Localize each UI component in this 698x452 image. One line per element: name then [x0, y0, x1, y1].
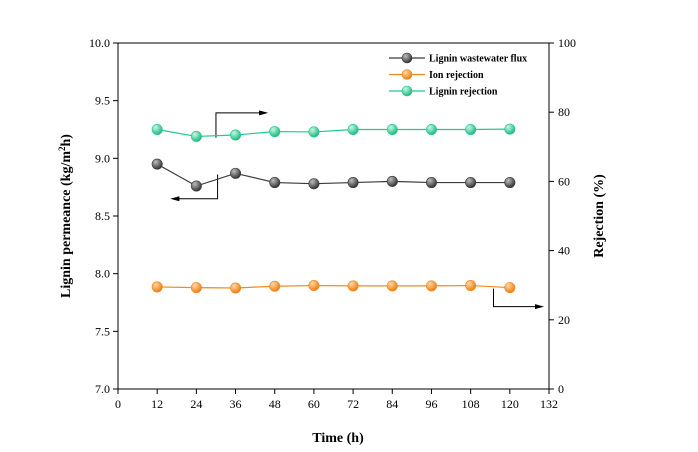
x-tick-label: 84	[386, 397, 398, 411]
data-point	[504, 177, 516, 189]
data-point	[386, 280, 398, 292]
y-right-tick-label: 0	[558, 382, 564, 396]
x-tick-label: 12	[151, 397, 163, 411]
data-point	[425, 280, 437, 292]
y-axis-left-title-sup: 2	[57, 146, 67, 151]
arrowhead-icon	[170, 196, 180, 202]
series-line	[156, 163, 510, 187]
series-lignin-rejection	[151, 123, 516, 142]
x-tick-label: 60	[308, 397, 320, 411]
data-point	[347, 124, 359, 136]
y-left-tick-label: 8.0	[95, 267, 110, 281]
series-layer	[151, 123, 516, 294]
arrow-lignin-rejection-right-axis	[215, 110, 269, 138]
x-tick-label: 96	[425, 397, 437, 411]
x-tick-label: 24	[190, 397, 202, 411]
x-tick-label: 72	[347, 397, 359, 411]
axis-indicator-arrows	[170, 110, 545, 310]
axes: 0 12 24 36 48 60 72 84 96 108 120 132 7.0 7.5 8.0 8.5 9.…	[89, 36, 576, 411]
legend-marker	[401, 69, 413, 80]
data-point	[465, 124, 477, 136]
y-left-tick-label: 9.0	[95, 151, 110, 165]
y-axis-left-title: Lignin permeance (kg/m2h)	[57, 134, 74, 298]
y-right-tick-label: 80	[558, 105, 570, 119]
data-point	[465, 280, 477, 292]
y-axis-left-title-end: h)	[59, 134, 74, 147]
legend-item-lignin-wastewater-flux: Lignin wastewater flux	[389, 52, 527, 65]
x-axis-title: Time (h)	[312, 431, 364, 446]
y-right-tick-label: 100	[558, 36, 576, 50]
legend-item-ion-rejection: Ion rejection	[389, 69, 484, 81]
y-left-tick-label: 8.5	[95, 209, 110, 223]
legend: Lignin wastewater flux Ion rejection Ligni…	[389, 52, 527, 98]
data-point	[386, 175, 398, 187]
legend-label: Lignin rejection	[429, 87, 498, 98]
y-left-tick-label: 9.5	[95, 94, 110, 108]
connector-line	[176, 174, 219, 200]
data-point	[151, 281, 163, 293]
legend-label: Ion rejection	[429, 70, 484, 81]
data-point	[308, 178, 320, 190]
x-tick-label: 36	[230, 397, 242, 411]
arrowhead-icon	[534, 304, 545, 310]
data-point	[269, 126, 281, 138]
arrow-flux-left-axis	[170, 174, 219, 202]
data-point	[308, 280, 320, 292]
y-right-tick-label: 20	[558, 313, 570, 327]
series-ion-rejection	[151, 280, 516, 294]
data-point	[504, 282, 516, 294]
data-point	[465, 177, 477, 189]
y-right-tick-label: 40	[558, 244, 570, 258]
data-point	[230, 129, 242, 141]
series-line	[157, 284, 510, 289]
x-tick-label: 120	[501, 397, 519, 411]
x-tick-label: 48	[269, 397, 281, 411]
data-point	[425, 177, 437, 189]
legend-item-lignin-rejection: Lignin rejection	[389, 85, 498, 98]
series-line	[157, 128, 510, 138]
series-lignin-wastewater-flux	[151, 158, 516, 192]
y-left-tick-label: 7.0	[95, 382, 110, 396]
data-point	[151, 158, 163, 170]
x-tick-label: 132	[540, 397, 558, 411]
data-point	[269, 280, 281, 292]
x-tick-label: 108	[462, 397, 480, 411]
connector-line	[215, 112, 262, 138]
y-left-tick-label: 10.0	[89, 36, 110, 50]
data-point	[190, 180, 202, 192]
data-point	[347, 177, 359, 189]
connector-line	[492, 288, 538, 308]
arrow-ion-rejection-right-axis	[492, 288, 545, 310]
data-point	[308, 126, 320, 138]
data-point	[386, 124, 398, 136]
data-point	[151, 124, 163, 136]
y-axis-left-title-base: Lignin permeance (kg/m	[59, 151, 74, 298]
y-left-tick-label: 7.5	[95, 324, 110, 338]
data-point	[347, 280, 359, 292]
x-tick-label: 0	[115, 397, 121, 411]
y-axis-right-title: Rejection (%)	[592, 174, 607, 258]
data-point	[190, 130, 202, 142]
data-point	[190, 282, 202, 294]
data-point	[269, 177, 281, 189]
data-point	[230, 167, 242, 179]
legend-marker	[401, 85, 413, 97]
data-point	[425, 124, 437, 136]
arrowhead-icon	[259, 110, 269, 116]
legend-marker	[401, 52, 413, 64]
data-point	[230, 282, 242, 294]
data-point	[504, 123, 516, 135]
legend-label: Lignin wastewater flux	[429, 54, 527, 65]
y-right-tick-label: 60	[558, 174, 570, 188]
